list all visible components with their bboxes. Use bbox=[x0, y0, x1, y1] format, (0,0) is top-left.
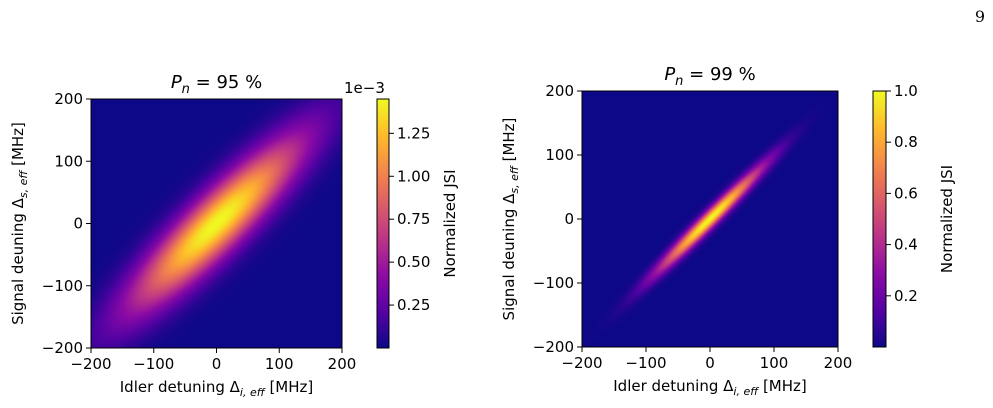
colorbar-tick-label: 1.0 bbox=[894, 82, 918, 100]
y-tick-label: 0 bbox=[73, 215, 83, 233]
x-tick-label: 0 bbox=[212, 355, 222, 373]
panel-1: −200 −100 0 100 200 −200 −100 0 100 200 Pn = 95 % I… bbox=[9, 72, 459, 399]
y-axis-label: Signal deuning Δs, eff [MHz] bbox=[500, 118, 521, 321]
colorbar bbox=[376, 98, 390, 349]
colorbar-tick-label: 1.00 bbox=[397, 167, 430, 185]
x-tick-label: −200 bbox=[70, 355, 111, 373]
x-tick-label: 200 bbox=[824, 354, 853, 372]
x-tick-label: 100 bbox=[760, 354, 789, 372]
y-tick-label: −100 bbox=[42, 277, 83, 295]
colorbar-tick-label: 0.75 bbox=[397, 210, 430, 228]
y-axis-label: Signal deuning Δs, eff [MHz] bbox=[9, 122, 30, 325]
x-tick-label: 100 bbox=[265, 355, 294, 373]
y-tick-label: −200 bbox=[533, 338, 574, 356]
y-tick-label: 100 bbox=[545, 146, 574, 164]
colorbar bbox=[872, 90, 887, 348]
page-number: 9 bbox=[975, 7, 985, 26]
y-tick-label: 200 bbox=[545, 82, 574, 100]
y-tick-label: 200 bbox=[54, 90, 83, 108]
panel-2: −200 −100 0 100 200 −200 −100 0 100 200 Pn = 99 % I… bbox=[500, 64, 956, 398]
y-tick-label: −200 bbox=[42, 339, 83, 357]
x-tick-label: −100 bbox=[133, 355, 174, 373]
colorbar-tick-label: 0.4 bbox=[894, 236, 918, 254]
chart-title: Pn = 99 % bbox=[664, 64, 755, 89]
chart-title: Pn = 95 % bbox=[171, 72, 262, 97]
colorbar-tick-label: 0.25 bbox=[397, 296, 430, 314]
x-tick-label: −200 bbox=[561, 354, 602, 372]
x-axis-label: Idler detuning Δi, eff [MHz] bbox=[120, 378, 314, 399]
panels: −200 −100 0 100 200 −200 −100 0 100 200 Pn = 95 % I… bbox=[9, 64, 956, 399]
colorbar-tick-label: 0.2 bbox=[894, 287, 918, 305]
colorbar-tick-label: 0.6 bbox=[894, 184, 918, 202]
colorbar-tick-label: 0.50 bbox=[397, 253, 430, 271]
y-tick-label: 0 bbox=[564, 210, 574, 228]
x-tick-label: 0 bbox=[705, 354, 715, 372]
colorbar-label: Normalized JSI bbox=[938, 165, 956, 273]
x-tick-label: 200 bbox=[328, 355, 357, 373]
colorbar-tick-label: 0.8 bbox=[894, 133, 918, 151]
y-tick-label: −100 bbox=[533, 274, 574, 292]
heatmap-image bbox=[582, 91, 838, 347]
x-tick-label: −100 bbox=[625, 354, 666, 372]
x-axis-label: Idler detuning Δi, eff [MHz] bbox=[613, 377, 807, 398]
heatmap-image bbox=[91, 99, 342, 348]
colorbar-tick-label: 1.25 bbox=[397, 124, 430, 142]
colorbar-offset-label: 1e−3 bbox=[344, 79, 385, 97]
colorbar-label: Normalized JSI bbox=[441, 169, 459, 277]
y-tick-label: 100 bbox=[54, 152, 83, 170]
